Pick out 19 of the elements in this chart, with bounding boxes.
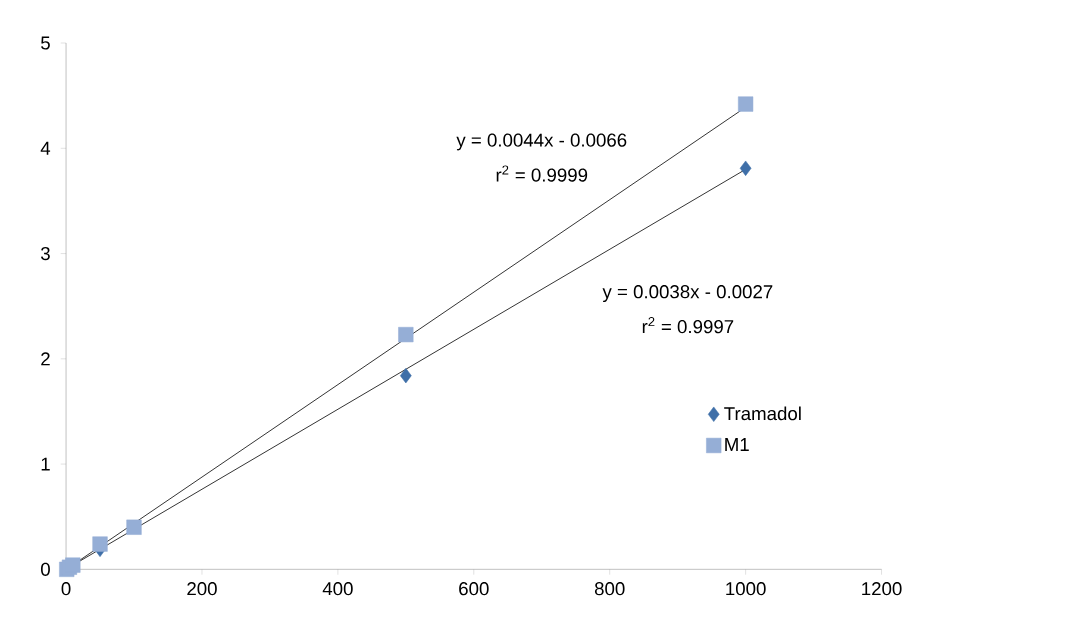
y-tick-label: 5 [41, 36, 50, 50]
x-tick-label: 400 [322, 581, 353, 596]
x-tick-label: 800 [594, 581, 625, 596]
x-tick-label: 600 [459, 581, 489, 596]
x-tick-label: 0 [61, 581, 71, 596]
y-tick-label: 2 [41, 352, 50, 366]
annotation: y = 0.0044x - 0.0066 [456, 133, 627, 151]
x-tick-label: 1200 [862, 581, 902, 596]
x-tick-label: 200 [187, 581, 217, 596]
y-tick-label: 1 [41, 457, 50, 471]
annotation: r$^{2}$ = 0.9999 [496, 165, 588, 182]
y-tick-label: 3 [40, 246, 50, 260]
legend-label: M1 [725, 437, 749, 451]
y-tick-label: 0 [41, 562, 50, 576]
legend-label: Tramadol [724, 406, 801, 421]
annotation: r$^{2}$ = 0.9997 [642, 316, 734, 334]
annotation: y = 0.0038x - 0.0027 [602, 284, 773, 302]
y-tick-label: 4 [40, 141, 51, 155]
x-tick-label: 1000 [726, 581, 766, 596]
